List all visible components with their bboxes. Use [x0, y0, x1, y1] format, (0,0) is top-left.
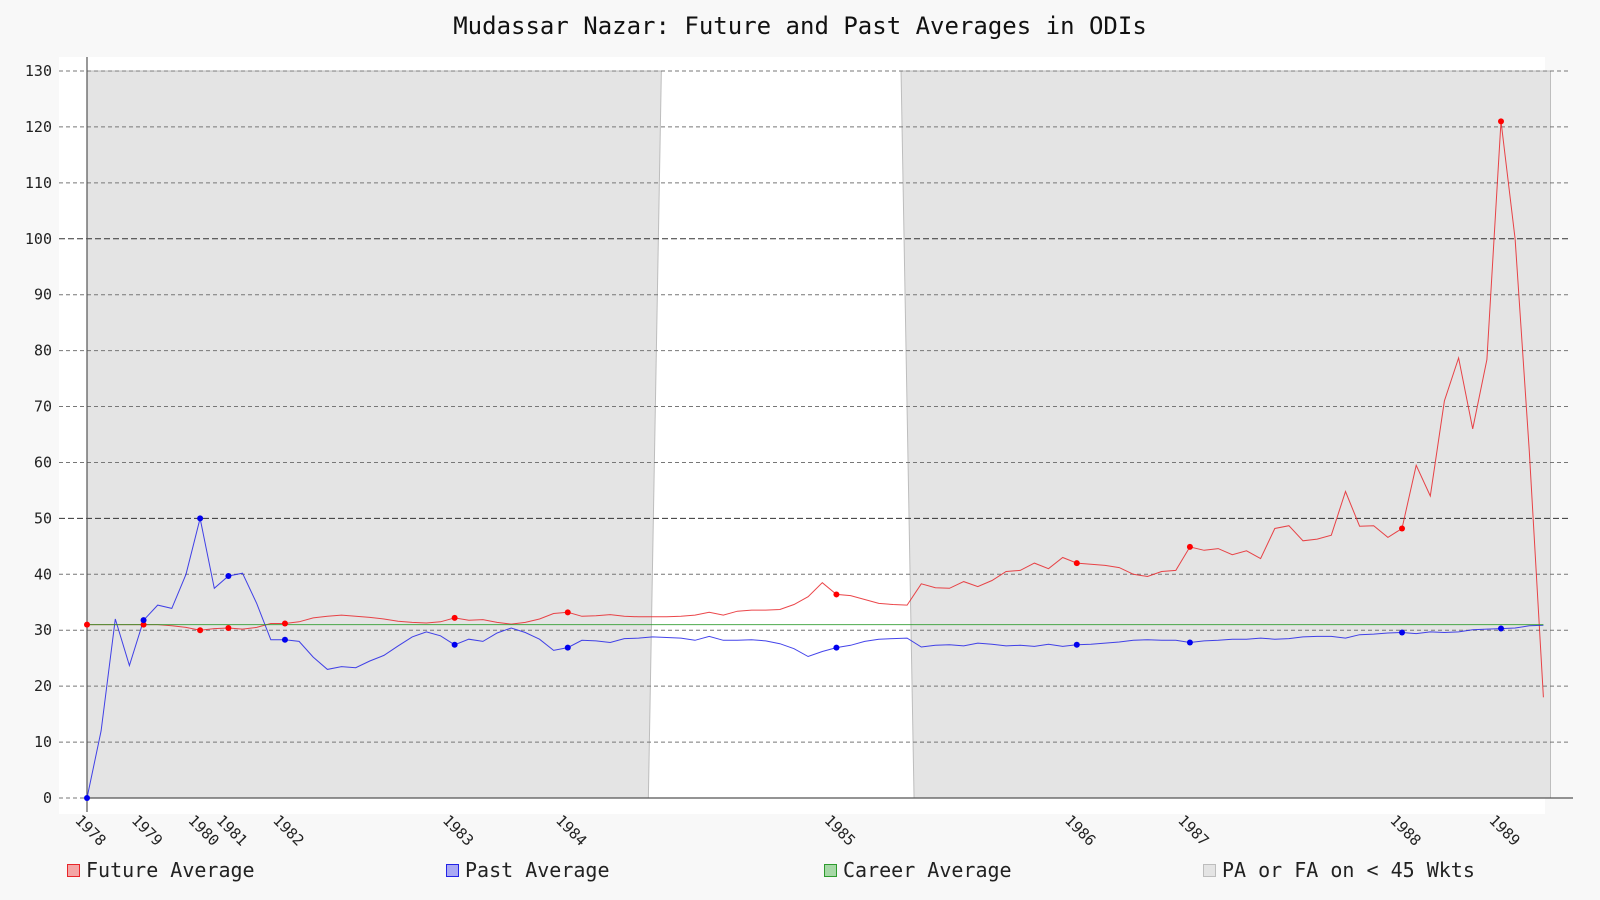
legend-label-past-average: Past Average: [465, 858, 610, 882]
legend-item-low-wickets: PA or FA on < 45 Wkts: [1203, 858, 1475, 882]
y-tick-label: 100: [25, 230, 52, 248]
x-tick-label: 1978: [71, 811, 109, 849]
legend-swatch-low-wickets: [1203, 863, 1216, 877]
data-point-future-average: [564, 609, 571, 616]
y-tick-label: 30: [34, 621, 52, 639]
series-line-future-average: [87, 121, 1544, 698]
x-tick-label: 1981: [213, 811, 251, 849]
data-point-future-average: [833, 591, 840, 598]
data-point-past-average: [451, 641, 458, 648]
x-tick-label: 1988: [1386, 811, 1424, 849]
data-point-past-average: [281, 636, 288, 643]
data-point-past-average: [84, 795, 90, 801]
series-line-past-average: [86, 518, 1544, 799]
shaded-region-low-wickets: [900, 70, 1551, 799]
y-tick-label: 120: [25, 118, 52, 136]
y-tick-label: 80: [34, 342, 52, 360]
data-point-future-average: [84, 621, 90, 628]
data-point-past-average: [1498, 625, 1504, 632]
x-tick-label: 1982: [269, 811, 307, 849]
data-point-future-average: [1498, 118, 1504, 125]
data-point-future-average: [451, 614, 458, 621]
data-point-past-average: [225, 572, 232, 579]
legend-item-future-average: Future Average: [67, 858, 255, 882]
data-point-past-average: [833, 644, 840, 651]
y-tick-label: 130: [25, 62, 52, 80]
legend-swatch-past-average: [446, 863, 459, 877]
data-point-past-average: [564, 644, 571, 651]
legend-item-career-average: Career Average: [824, 858, 1012, 882]
x-tick-label: 1985: [821, 811, 859, 849]
y-tick-label: 20: [34, 677, 52, 695]
legend-swatch-career-average: [824, 863, 837, 877]
legend-label-low-wickets: PA or FA on < 45 Wkts: [1222, 858, 1475, 882]
data-point-past-average: [140, 617, 147, 624]
data-point-past-average: [1073, 641, 1080, 648]
data-point-future-average: [1399, 525, 1406, 532]
data-point-past-average: [1186, 639, 1193, 646]
chart-legend: Future Average Past Average Career Avera…: [0, 858, 1600, 888]
data-point-future-average: [225, 624, 232, 631]
legend-label-future-average: Future Average: [86, 858, 255, 882]
x-tick-label: 1983: [439, 811, 477, 849]
y-tick-label: 90: [34, 286, 52, 304]
data-point-future-average: [1186, 543, 1193, 550]
y-tick-label: 0: [43, 789, 52, 807]
data-point-future-average: [1073, 560, 1080, 567]
data-point-past-average: [197, 515, 204, 522]
x-tick-label: 1984: [552, 811, 590, 849]
y-tick-label: 50: [34, 509, 52, 527]
y-tick-label: 40: [34, 565, 52, 583]
data-point-past-average: [1399, 629, 1406, 636]
legend-swatch-future-average: [67, 863, 80, 877]
legend-item-past-average: Past Average: [446, 858, 610, 882]
data-point-future-average: [197, 627, 204, 634]
x-tick-label: 1987: [1174, 811, 1212, 849]
data-point-future-average: [140, 621, 147, 628]
x-tick-label: 1989: [1485, 811, 1523, 849]
y-tick-label: 60: [34, 453, 52, 471]
x-tick-label: 1986: [1061, 811, 1099, 849]
y-tick-label: 110: [25, 174, 52, 192]
shaded-region-low-wickets: [86, 70, 662, 799]
x-tick-label: 1979: [128, 811, 166, 849]
y-tick-label: 70: [34, 398, 52, 416]
y-tick-label: 10: [34, 733, 52, 751]
legend-label-career-average: Career Average: [843, 858, 1012, 882]
x-tick-label: 1980: [185, 811, 223, 849]
data-point-future-average: [281, 620, 288, 627]
chart-title: Mudassar Nazar: Future and Past Averages…: [453, 12, 1147, 40]
